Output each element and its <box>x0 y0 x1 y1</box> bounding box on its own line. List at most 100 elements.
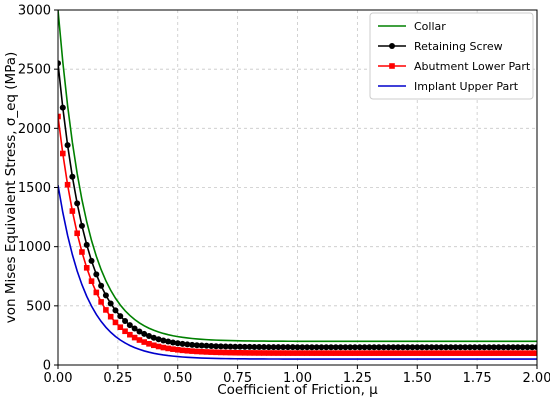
data-point <box>466 344 473 351</box>
data-point <box>471 344 478 351</box>
series-group <box>58 10 537 360</box>
data-point <box>280 350 286 356</box>
data-point <box>251 343 258 350</box>
series-abutment-lower-part <box>58 113 537 356</box>
data-point <box>390 350 397 356</box>
data-point <box>122 328 128 335</box>
data-point <box>136 337 143 343</box>
data-point <box>146 333 153 340</box>
data-point <box>217 343 224 350</box>
data-point <box>136 328 143 335</box>
data-point <box>64 181 71 188</box>
y-tick-label: 0 <box>43 359 51 374</box>
data-point <box>294 350 301 356</box>
data-point <box>246 343 253 350</box>
data-point <box>500 350 507 356</box>
data-point <box>409 350 416 356</box>
data-point <box>524 344 531 351</box>
data-point <box>356 344 363 351</box>
data-point <box>328 344 335 351</box>
data-point <box>414 344 421 351</box>
y-axis-ticks: 0 500 1000 1500 2000 2500 3000 <box>18 4 58 374</box>
data-point <box>213 343 220 350</box>
data-point <box>193 342 200 349</box>
data-point <box>462 344 469 351</box>
data-point <box>203 349 210 355</box>
data-point <box>476 350 483 356</box>
data-point <box>174 340 181 347</box>
data-point <box>155 336 162 343</box>
data-point <box>400 350 406 356</box>
legend-label: Retaining Screw <box>414 40 503 53</box>
data-point <box>352 350 358 356</box>
data-point <box>170 346 176 352</box>
data-point <box>275 350 282 356</box>
data-point <box>260 344 267 351</box>
series-line <box>58 184 537 360</box>
x-tick-label: 1.75 <box>463 371 492 386</box>
data-point <box>102 292 109 299</box>
data-point <box>524 350 531 356</box>
data-point <box>83 241 90 248</box>
data-point <box>251 350 258 356</box>
data-point <box>270 344 277 351</box>
data-point <box>265 344 272 351</box>
data-point <box>308 344 315 351</box>
data-point <box>452 350 459 356</box>
data-point <box>510 350 516 356</box>
data-point <box>64 142 71 149</box>
data-point <box>328 350 334 356</box>
data-point <box>438 350 444 356</box>
x-tick-label: 1.25 <box>343 371 372 386</box>
data-point <box>442 344 449 351</box>
y-axis-label: von Mises Equivalent Stress, σ_eq (MPa) <box>3 52 19 324</box>
data-point <box>93 289 100 296</box>
data-point <box>78 222 85 229</box>
data-point <box>189 341 196 348</box>
data-point <box>179 347 186 354</box>
data-point <box>514 344 521 351</box>
data-point <box>198 348 205 355</box>
data-point <box>471 350 478 356</box>
data-point <box>285 350 291 356</box>
data-point <box>69 208 76 214</box>
legend-item: Retaining Screw <box>378 40 503 53</box>
data-point <box>189 348 195 354</box>
data-point <box>304 350 310 356</box>
data-point <box>347 344 354 351</box>
data-point <box>83 265 90 271</box>
data-point <box>438 344 445 351</box>
data-point <box>419 350 425 356</box>
data-point <box>69 173 76 180</box>
data-point <box>486 350 492 356</box>
data-point <box>519 350 526 356</box>
data-point <box>241 343 248 350</box>
data-point <box>59 104 66 111</box>
data-point <box>510 344 517 351</box>
data-point <box>299 350 306 356</box>
data-point <box>500 344 507 351</box>
data-point <box>404 350 411 356</box>
data-point <box>304 344 311 351</box>
data-point <box>270 350 277 356</box>
data-point <box>433 350 440 356</box>
data-point <box>371 350 377 356</box>
data-point <box>117 313 124 320</box>
data-point <box>256 344 263 351</box>
data-point <box>428 344 435 351</box>
x-tick-label: 0.50 <box>163 371 192 386</box>
data-point <box>289 350 296 356</box>
data-point <box>141 339 148 345</box>
data-point <box>150 334 157 341</box>
data-point <box>242 350 248 356</box>
series-collar <box>58 10 537 343</box>
data-point <box>347 350 353 356</box>
data-point <box>337 350 344 356</box>
data-point <box>246 350 253 356</box>
data-point <box>491 350 497 356</box>
data-point <box>131 334 138 341</box>
legend-item: Implant Upper Part <box>378 80 519 93</box>
data-point <box>376 350 382 356</box>
data-point <box>361 350 368 356</box>
